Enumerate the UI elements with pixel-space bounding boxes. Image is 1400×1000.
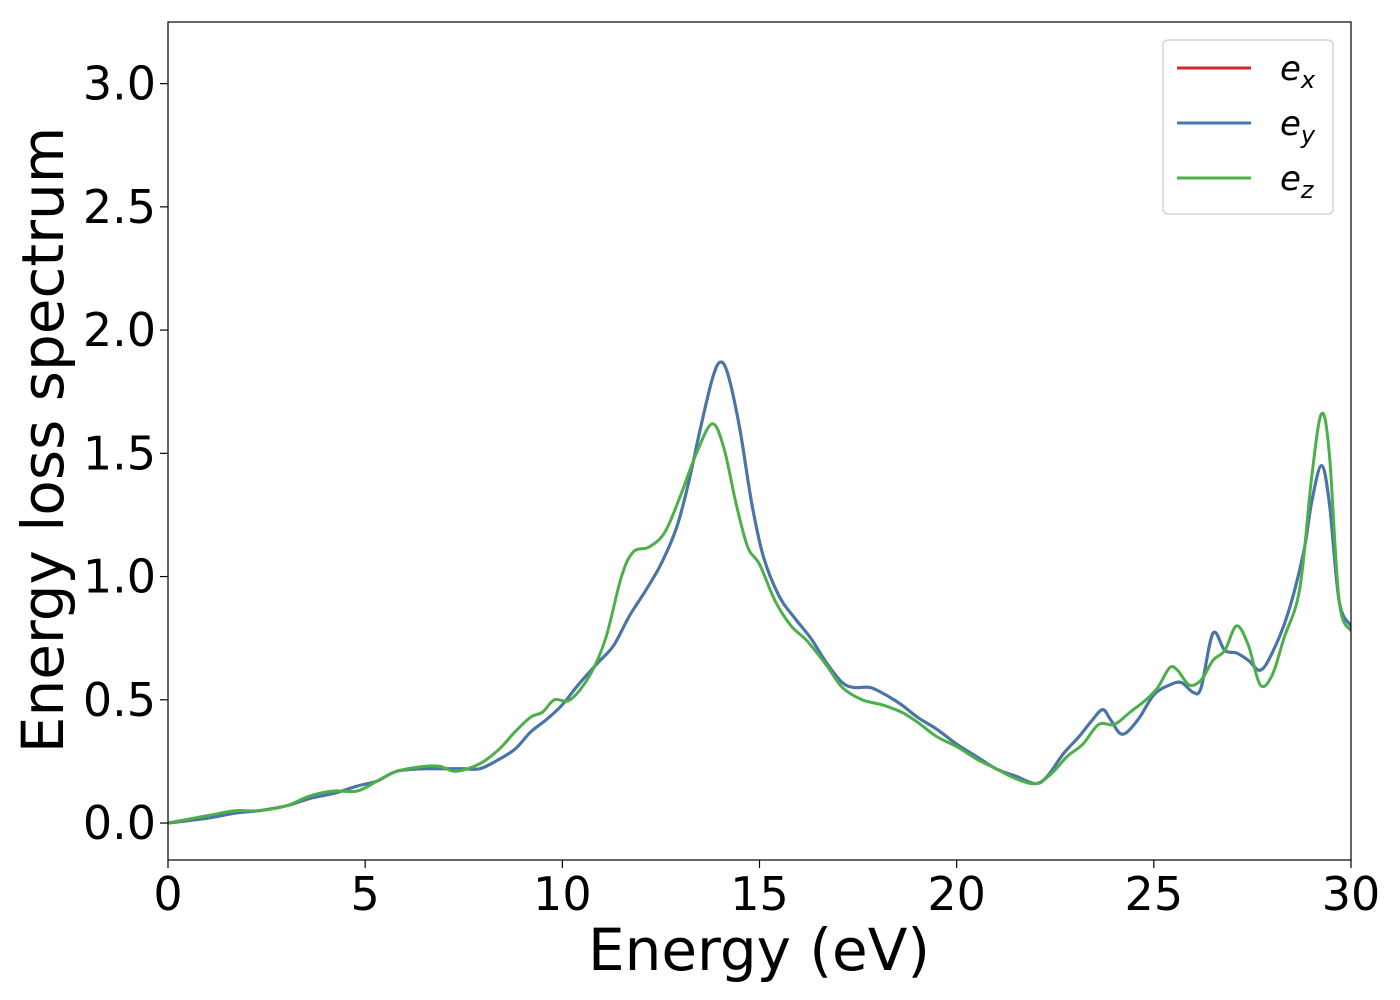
x-axis-ticks: 0 5 10 15 20 25 30 xyxy=(153,860,1380,921)
legend-label-e-x: ex xyxy=(1280,49,1316,94)
series-line-e-z xyxy=(168,411,1351,825)
legend-box xyxy=(1162,39,1334,215)
y-axis-label: Energy loss spectrum xyxy=(9,127,77,753)
y-tick-label: 2.0 xyxy=(83,303,156,357)
series-line-e-x xyxy=(168,360,1351,825)
x-tick-label: 20 xyxy=(927,867,986,921)
legend: ex ey ez xyxy=(1162,39,1334,215)
legend-label-e-z: ez xyxy=(1280,159,1315,204)
x-axis-label: Energy (eV) xyxy=(588,916,930,984)
y-axis-ticks: 0.0 0.5 1.0 1.5 2.0 2.5 3.0 xyxy=(83,57,168,850)
series-line-e-y xyxy=(168,360,1351,825)
x-tick-label: 0 xyxy=(153,867,182,921)
x-tick-label: 25 xyxy=(1125,867,1184,921)
y-tick-label: 3.0 xyxy=(83,57,156,111)
x-tick-label: 5 xyxy=(351,867,380,921)
y-tick-label: 0.0 xyxy=(83,796,156,850)
legend-label-e-y: ey xyxy=(1280,104,1316,149)
y-tick-label: 2.5 xyxy=(83,180,156,234)
y-tick-label: 1.5 xyxy=(83,426,156,480)
x-tick-label: 15 xyxy=(730,867,789,921)
series-lines xyxy=(168,360,1351,825)
y-tick-label: 0.5 xyxy=(83,673,156,727)
x-tick-label: 30 xyxy=(1322,867,1381,921)
x-tick-label: 10 xyxy=(533,867,592,921)
y-tick-label: 1.0 xyxy=(83,550,156,604)
legend-items: ex ey ez xyxy=(1177,49,1316,204)
